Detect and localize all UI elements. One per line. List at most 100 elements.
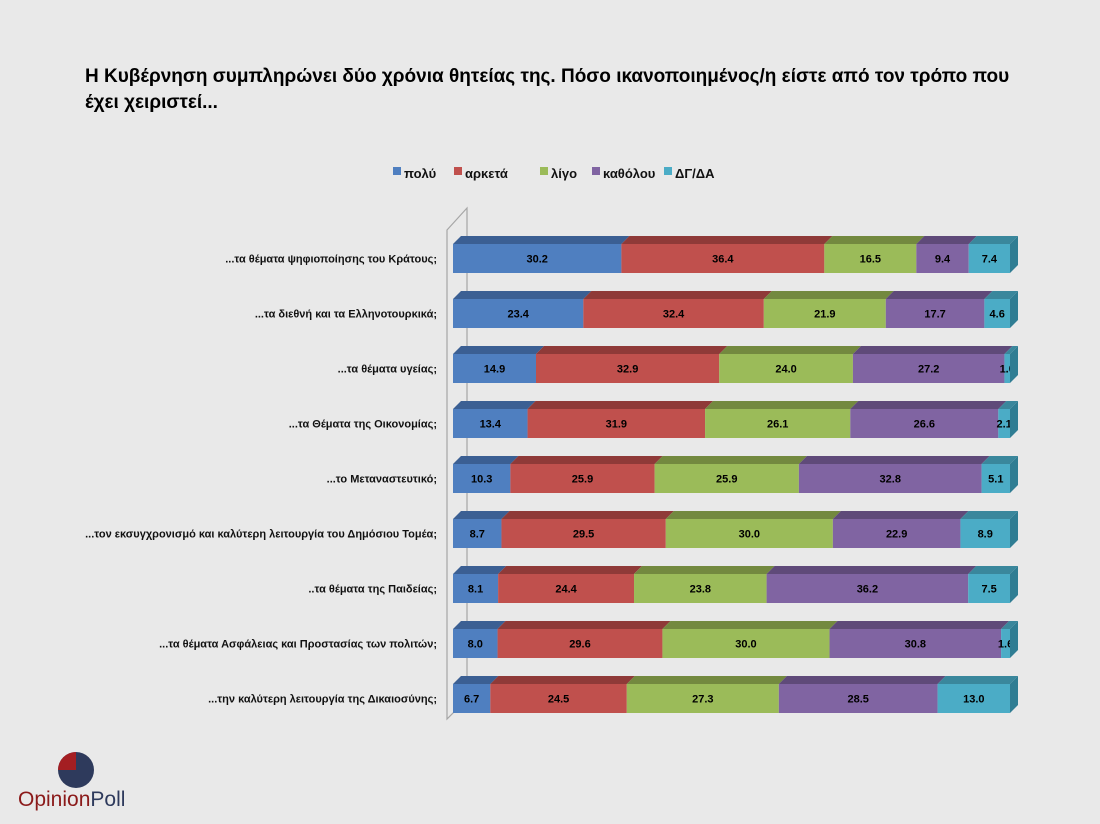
category-labels: ...τα θέματα ψηφιοποίησης του Κράτους;..…: [85, 254, 437, 706]
value-label-0-4: 7.4: [982, 254, 998, 266]
bar-top-2-0: [453, 346, 544, 354]
bar-top-5-0: [453, 511, 510, 519]
bar-side-1: [1010, 291, 1018, 328]
value-label-6-4: 7.5: [981, 584, 996, 596]
bar-top-7-2: [662, 621, 838, 629]
bar-top-5-2: [665, 511, 841, 519]
bar-top-8-2: [626, 676, 787, 684]
bar-top-4-0: [453, 456, 519, 464]
bar-top-4-2: [654, 456, 807, 464]
value-label-8-1: 24.5: [548, 694, 569, 706]
value-label-2-2: 24.0: [775, 364, 796, 376]
bar-segment-3-1: [527, 409, 706, 438]
value-label-8-4: 13.0: [963, 694, 984, 706]
bar-row-8: 6.7 24.5 27.3 28.5 13.0: [453, 676, 1018, 713]
logo-circle-icon: [58, 752, 94, 788]
value-label-0-0: 30.2: [526, 254, 547, 266]
bar-segment-3-0: [453, 409, 528, 438]
bar-top-6-2: [634, 566, 775, 574]
bar-row-4: 10.3 25.9 25.9 32.8 5.1: [453, 456, 1018, 493]
value-label-1-3: 17.7: [924, 309, 945, 321]
bar-segment-8-1: [490, 684, 627, 713]
category-label-4: ...το Μεταναστευτικό;: [327, 474, 437, 486]
bar-top-0-4: [968, 236, 1018, 244]
category-label-8: ...την καλύτερη λειτουργία της Δικαιοσύν…: [208, 694, 437, 706]
bar-segment-5-4: [960, 519, 1010, 548]
bar-top-1-4: [984, 291, 1018, 299]
bar-segment-7-3: [829, 629, 1002, 658]
bar-segment-0-4: [968, 244, 1010, 273]
bar-top-6-3: [766, 566, 977, 574]
bar-top-6-1: [498, 566, 643, 574]
value-label-3-3: 26.6: [914, 419, 935, 431]
bar-segment-3-2: [705, 409, 851, 438]
value-label-6-2: 23.8: [690, 584, 711, 596]
bar-top-2-3: [852, 346, 1013, 354]
bar-top-5-3: [832, 511, 969, 519]
bar-top-2-2: [719, 346, 861, 354]
bar-segment-6-0: [453, 574, 499, 603]
legend-label-2: λίγο: [551, 166, 577, 181]
value-label-8-3: 28.5: [848, 694, 869, 706]
legend-swatch-0: [393, 167, 401, 175]
bar-top-4-3: [798, 456, 990, 464]
bar-top-8-0: [453, 676, 499, 684]
bar-segment-7-4: [1001, 629, 1010, 658]
bar-segment-4-3: [798, 464, 982, 493]
bar-top-6-4: [968, 566, 1018, 574]
bar-segment-7-2: [662, 629, 830, 658]
value-label-6-0: 8.1: [468, 584, 483, 596]
value-label-4-4: 5.1: [988, 474, 1003, 486]
category-label-6: ..τα θέματα της Παιδείας;: [308, 584, 437, 596]
bar-top-1-3: [885, 291, 993, 299]
bar-segment-8-3: [778, 684, 938, 713]
bar-row-0: 30.2 36.4 16.5 9.4 7.4: [453, 236, 1018, 273]
legend-swatch-4: [664, 167, 672, 175]
bar-side-2: [1010, 346, 1018, 383]
bar-top-2-1: [535, 346, 728, 354]
value-label-6-3: 36.2: [857, 584, 878, 596]
category-label-1: ...τα διεθνή και τα Ελληνοτουρκικά;: [255, 309, 437, 321]
bar-segment-6-4: [968, 574, 1010, 603]
bar-top-7-0: [453, 621, 506, 629]
bar-segment-1-4: [984, 299, 1010, 328]
legend-swatch-2: [540, 167, 548, 175]
bar-side-4: [1010, 456, 1018, 493]
value-label-1-4: 4.6: [990, 309, 1005, 321]
bar-row-7: 8.0 29.6 30.0 30.8 1.6: [453, 621, 1018, 658]
bar-top-0-2: [824, 236, 925, 244]
category-label-2: ...τα θέματα υγείας;: [338, 364, 437, 376]
bar-row-5: 8.7 29.5 30.0 22.9 8.9: [453, 511, 1018, 548]
bar-segment-8-4: [937, 684, 1010, 713]
category-label-0: ...τα θέματα ψηφιοποίησης του Κράτους;: [225, 254, 437, 266]
bar-top-5-4: [960, 511, 1018, 519]
value-label-6-1: 24.4: [555, 584, 577, 596]
bar-top-7-4: [1001, 621, 1018, 629]
legend-label-1: αρκετά: [465, 166, 508, 181]
bar-segment-3-4: [998, 409, 1010, 438]
bar-top-1-2: [763, 291, 894, 299]
legend-label-3: καθόλου: [603, 166, 656, 181]
bar-top-7-3: [829, 621, 1010, 629]
bar-segment-1-0: [453, 299, 584, 328]
bar-segment-2-1: [535, 354, 720, 383]
bar-side-3: [1010, 401, 1018, 438]
bar-top-1-1: [583, 291, 772, 299]
bar-segment-2-2: [719, 354, 853, 383]
value-label-2-3: 27.2: [918, 364, 939, 376]
value-label-3-1: 31.9: [606, 419, 627, 431]
bar-top-0-3: [916, 236, 977, 244]
bar-side-8: [1010, 676, 1018, 713]
legend-label-4: ΔΓ/ΔΑ: [675, 166, 715, 181]
value-label-0-3: 9.4: [935, 254, 951, 266]
value-label-8-0: 6.7: [464, 694, 479, 706]
bars: 30.2 36.4 16.5 9.4 7.4 23.4 32.4 21.9 17.7 4.6 14.…: [453, 236, 1018, 713]
bar-segment-1-3: [885, 299, 985, 328]
legend-label-0: πολύ: [404, 166, 437, 181]
value-label-7-0: 8.0: [468, 639, 483, 651]
bar-segment-5-3: [832, 519, 961, 548]
bar-segment-4-1: [510, 464, 655, 493]
bar-side-6: [1010, 566, 1018, 603]
value-label-4-2: 25.9: [716, 474, 737, 486]
